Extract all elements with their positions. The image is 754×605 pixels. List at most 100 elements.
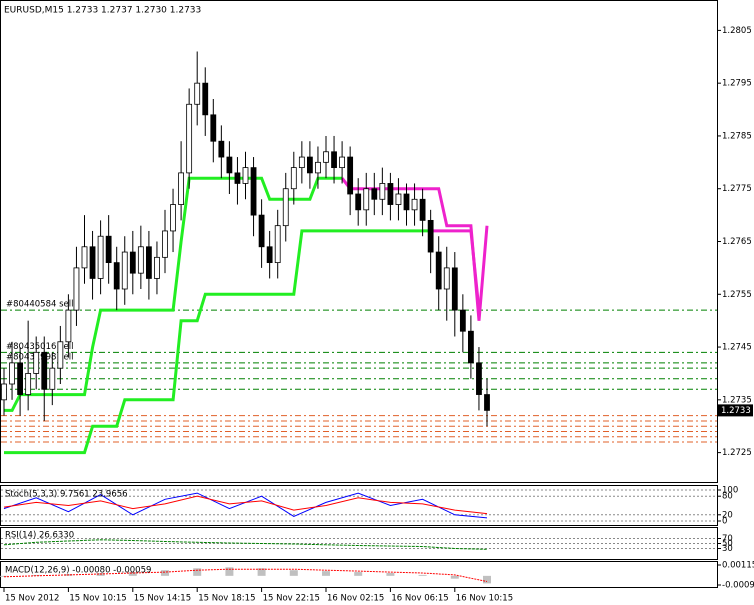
candle-body	[306, 156, 313, 174]
histogram-bar	[257, 568, 266, 576]
y-tick-label: 1.2795	[722, 79, 752, 89]
order-label: #80440584 sell	[6, 300, 73, 310]
candle-body	[315, 161, 321, 174]
macd-frame	[0, 561, 718, 588]
y-tick-label: 0.00115	[722, 561, 754, 571]
candle-body	[129, 251, 136, 274]
histogram-bar	[32, 574, 41, 576]
order-label: #80431998 sell	[6, 352, 73, 362]
candle-body	[25, 373, 32, 395]
candle-body	[298, 156, 305, 169]
indicator-line	[3, 539, 488, 550]
stoch-frame	[0, 485, 718, 526]
candle-body	[476, 362, 482, 395]
candle-body	[162, 230, 168, 258]
candle-body	[226, 156, 233, 174]
indicator-line	[3, 495, 488, 515]
candle-body	[57, 341, 64, 369]
candle-body	[194, 82, 201, 105]
candle-body	[323, 151, 329, 163]
histogram-bar	[128, 572, 137, 576]
histogram-bar	[483, 575, 491, 584]
candle-body	[484, 394, 490, 411]
candle-body	[41, 351, 48, 390]
histogram-bar	[354, 572, 363, 576]
y-tick-label: 80	[722, 492, 733, 502]
candle-body	[73, 267, 80, 311]
candle-body	[419, 198, 426, 221]
y-tick-label: 70	[722, 534, 733, 544]
candle-body	[443, 267, 450, 290]
x-tick-label: 15 Nov 14:15	[134, 594, 191, 604]
candle-body	[411, 198, 418, 211]
current-price: 1.2733	[721, 406, 751, 416]
candle-body	[266, 246, 273, 264]
panel-title: RSI(14) 26.6330	[5, 531, 74, 541]
candle-body	[17, 362, 24, 395]
candle-body	[234, 172, 241, 184]
candle-body	[290, 167, 297, 190]
histogram-bar	[225, 567, 234, 576]
candle-body	[81, 246, 88, 269]
x-tick-label: 16 Nov 02:15	[327, 594, 384, 604]
chart-title: EURUSD,M15 1.2733 1.2737 1.2730 1.2733	[4, 6, 201, 16]
y-tick-label: -0.00097	[722, 581, 754, 591]
candle-body	[97, 235, 104, 279]
candle-body	[387, 183, 394, 205]
candle-body	[395, 193, 402, 205]
candle-body	[210, 114, 217, 142]
y-tick-label: 0	[722, 517, 727, 527]
candle-body	[137, 246, 144, 274]
indicator-line	[430, 229, 481, 311]
candle-body	[363, 188, 370, 211]
candle-body	[371, 188, 378, 200]
candle-body	[427, 219, 434, 253]
order-label: #80435016 sell	[6, 342, 73, 352]
candle-body	[33, 351, 40, 374]
indicator-line	[4, 229, 431, 455]
candle-body	[347, 156, 354, 195]
x-tick-label: 16 Nov 06:15	[391, 594, 448, 604]
candle-body	[178, 172, 185, 205]
candle-body	[258, 214, 265, 248]
candle-body	[186, 103, 193, 174]
y-tick-label: 1.2735	[722, 395, 752, 405]
candle-body	[202, 82, 209, 116]
candle-body	[218, 140, 225, 158]
histogram-bar	[193, 568, 202, 576]
panel-title: Stoch(5,3,3) 9.7561 23.9656	[5, 490, 128, 500]
candle-body	[339, 156, 346, 169]
y-tick-label: 20	[722, 510, 733, 520]
indicator-line	[3, 568, 488, 582]
histogram-bar	[418, 574, 427, 576]
candle-body	[154, 256, 160, 279]
x-tick-label: 16 Nov 10:15	[456, 594, 513, 604]
candle-body	[1, 383, 7, 401]
candle-body	[65, 309, 72, 343]
histogram-bar	[386, 573, 395, 576]
histogram-bar	[450, 575, 459, 579]
candle-body	[282, 188, 289, 227]
candle-body	[379, 183, 386, 200]
candle-body	[105, 235, 112, 264]
histogram-bar	[161, 570, 169, 576]
candle-body	[113, 262, 120, 290]
candle-body	[9, 362, 15, 385]
candle-body	[435, 251, 442, 290]
y-tick-label: 50	[722, 539, 733, 549]
y-tick-label: 1.2745	[722, 343, 752, 353]
candle-body	[403, 193, 410, 211]
candle-body	[89, 246, 96, 279]
candle-body	[274, 225, 281, 264]
y-tick-label: 1.2755	[722, 290, 752, 300]
x-tick-label: 15 Nov 22:15	[263, 594, 320, 604]
candle-body	[451, 267, 458, 311]
histogram-bar	[322, 571, 330, 576]
y-tick-label: 1.2785	[722, 131, 752, 141]
y-tick-label: 1.2775	[722, 184, 752, 194]
price-box	[718, 404, 753, 417]
y-tick-label: 1.2805	[722, 26, 752, 36]
